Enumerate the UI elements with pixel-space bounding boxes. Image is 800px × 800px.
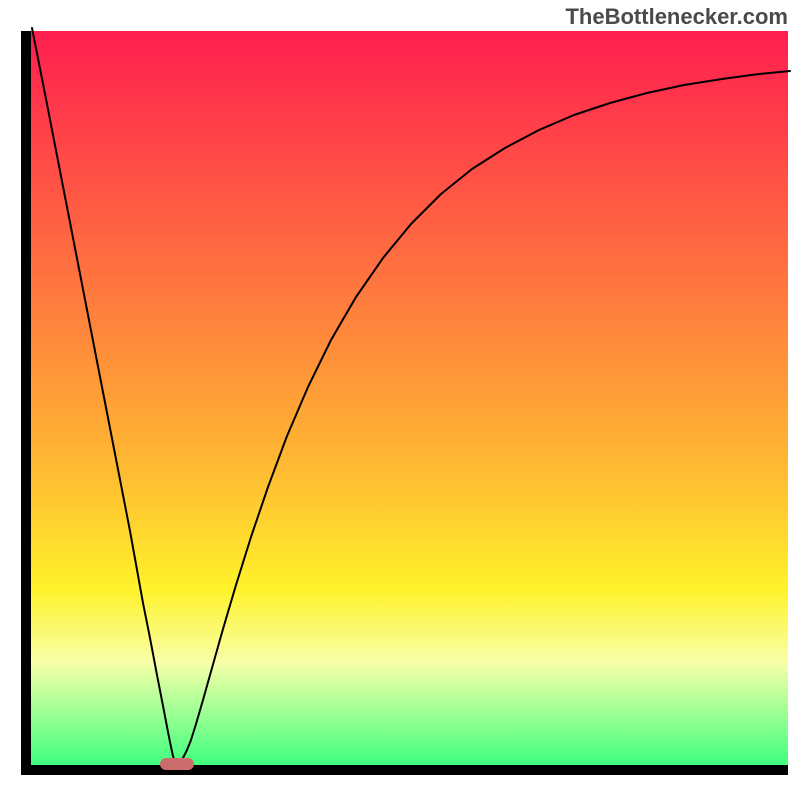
- x-axis: [21, 765, 788, 775]
- y-axis: [21, 31, 31, 775]
- chart-container: TheBottlenecker.com: [0, 0, 800, 800]
- optimum-indicator: [160, 758, 194, 770]
- watermark-text: TheBottlenecker.com: [565, 4, 788, 30]
- gradient-plot-background: [31, 31, 788, 765]
